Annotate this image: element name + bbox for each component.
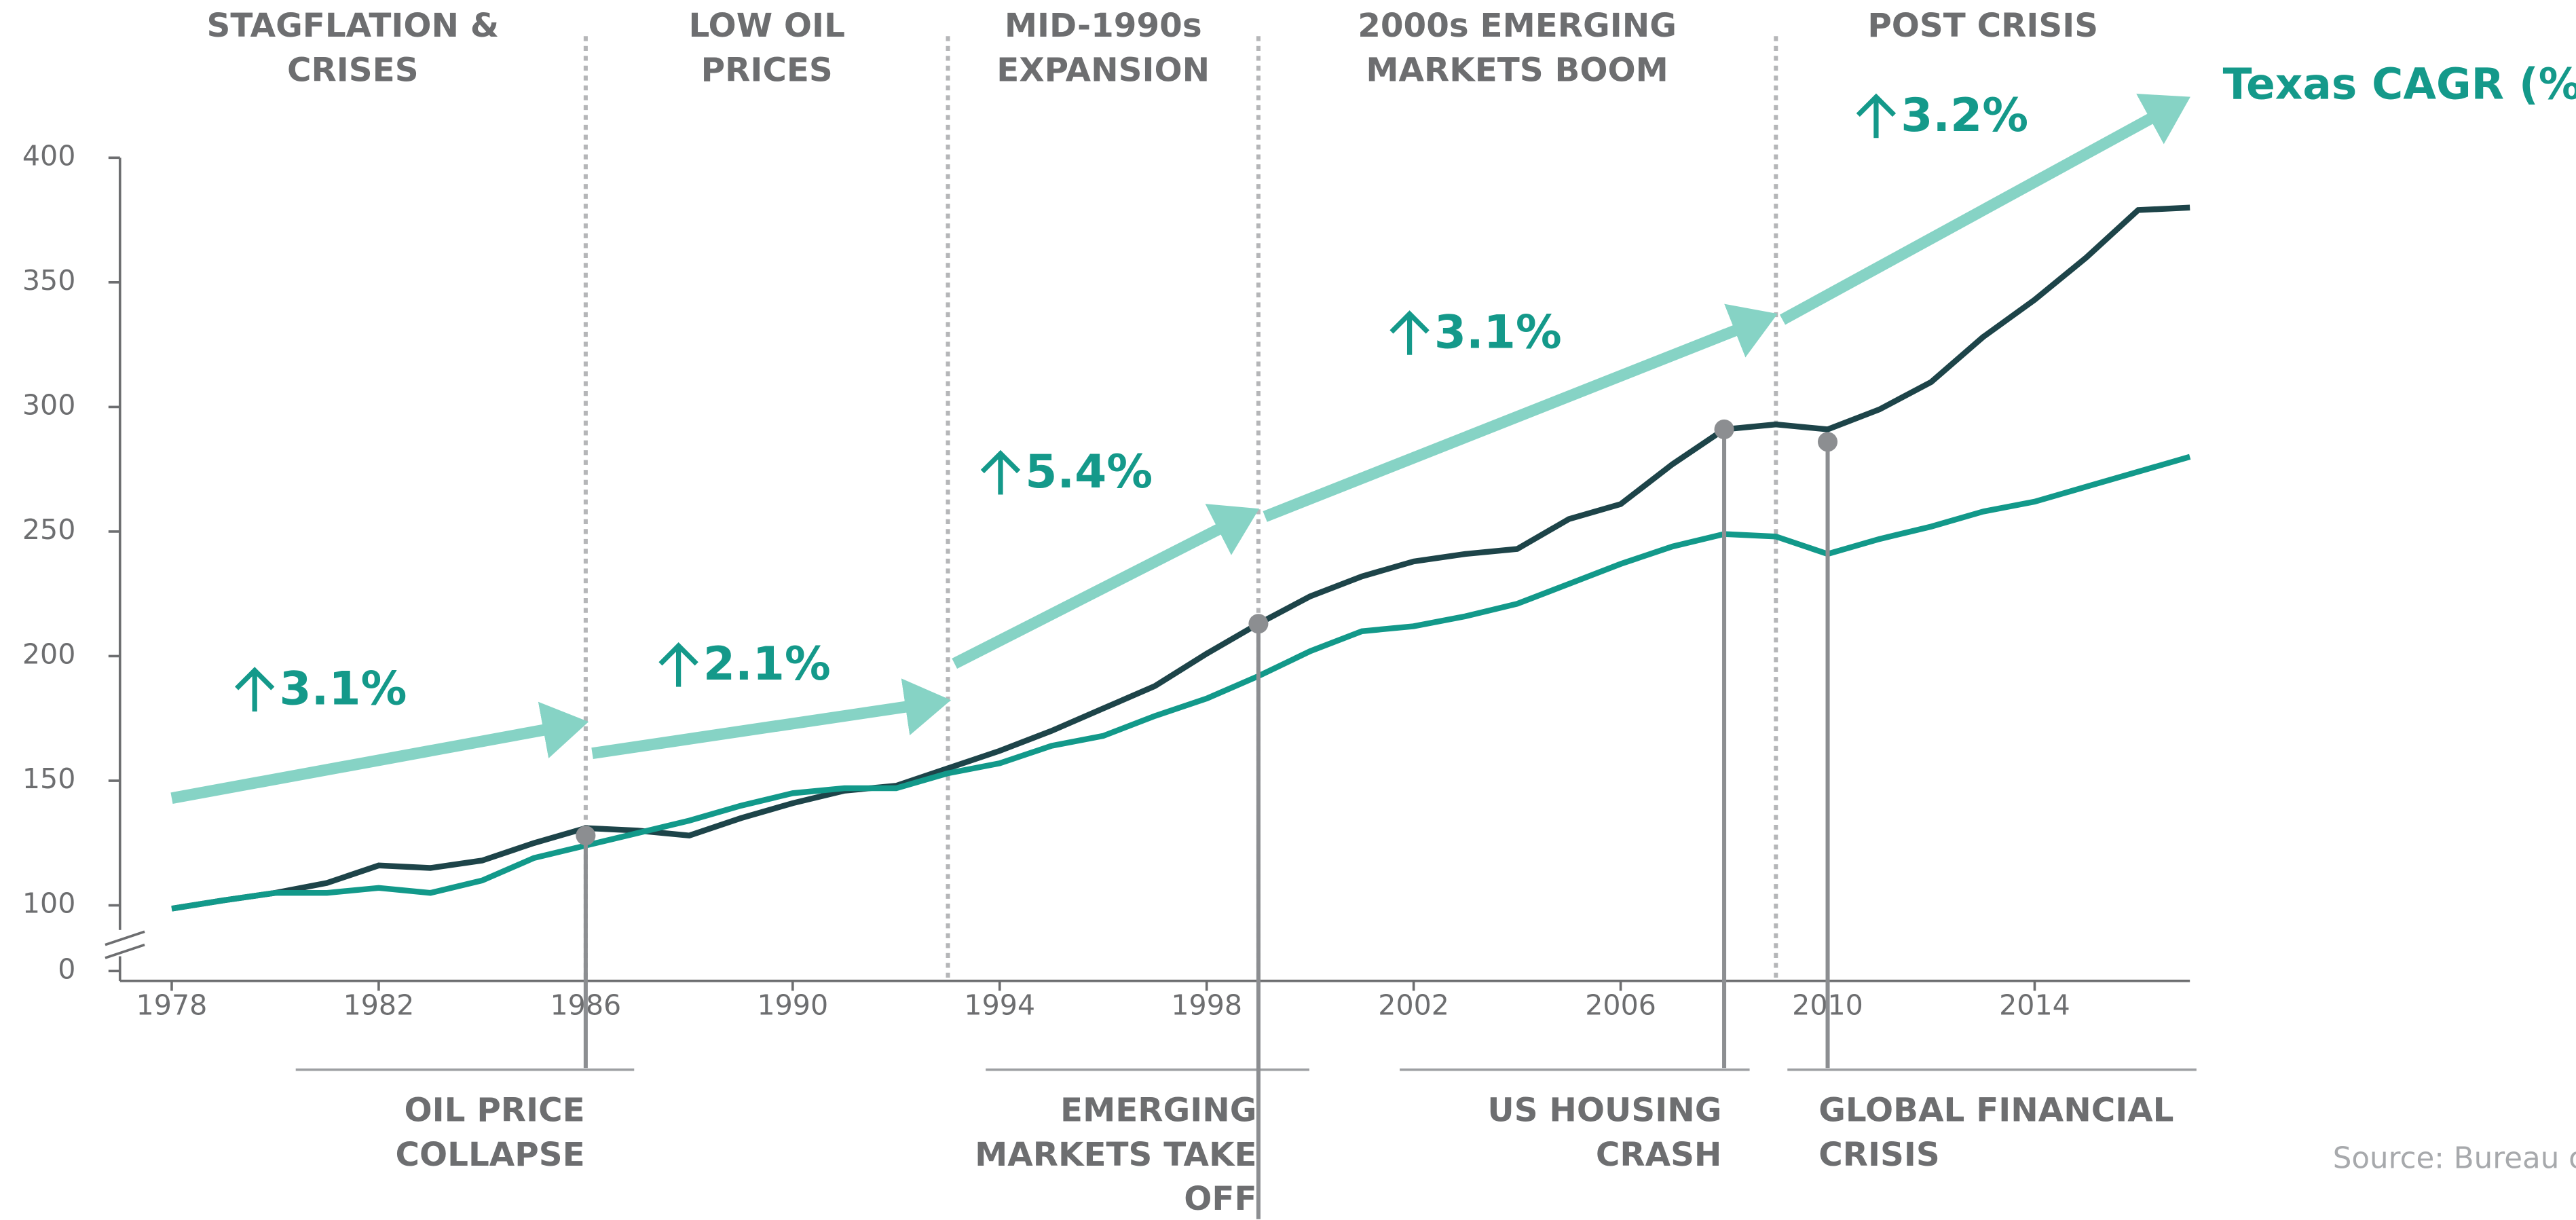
trend-arrow bbox=[591, 678, 951, 760]
axis-break bbox=[105, 943, 145, 959]
up-arrow-icon bbox=[1389, 310, 1430, 355]
up-arrow-icon bbox=[1856, 93, 1897, 138]
event-label: OFF bbox=[1184, 1180, 1256, 1218]
y-tick-label: 100 bbox=[22, 887, 75, 920]
trend-title: Texas CAGR (%) bbox=[2223, 59, 2576, 109]
y-tick-label: 350 bbox=[22, 264, 75, 297]
period-label: POST CRISIS bbox=[1867, 7, 2098, 45]
event-label: US HOUSING bbox=[1487, 1091, 1721, 1129]
x-tick-label: 1998 bbox=[1171, 989, 1242, 1022]
event-label: CRISIS bbox=[1818, 1136, 1939, 1174]
cagr-label: 3.1% bbox=[279, 661, 407, 715]
y-tick-label: 250 bbox=[22, 513, 75, 546]
y-tick-label: 200 bbox=[22, 637, 75, 670]
x-tick-label: 1990 bbox=[757, 989, 828, 1022]
trend-arrow bbox=[170, 701, 589, 805]
series-line bbox=[171, 204, 2190, 912]
x-tick-label: 1982 bbox=[343, 989, 415, 1022]
event-dot bbox=[1714, 419, 1734, 439]
trend-arrow bbox=[952, 504, 1260, 669]
event-dot bbox=[576, 826, 596, 846]
event-label: CRASH bbox=[1596, 1136, 1722, 1174]
y-tick-label: 150 bbox=[22, 762, 75, 795]
y-tick-label: 300 bbox=[22, 388, 75, 421]
axis-break bbox=[105, 930, 145, 946]
cagr-label: 3.1% bbox=[1434, 305, 1562, 358]
trend-arrow bbox=[1263, 303, 1778, 522]
x-tick-label: 1978 bbox=[136, 989, 208, 1022]
source: Source: Bureau o bbox=[2333, 1142, 2576, 1176]
up-arrow-icon bbox=[235, 667, 275, 711]
event-dot bbox=[1818, 432, 1838, 452]
cagr-label: 2.1% bbox=[703, 637, 831, 690]
series-line bbox=[171, 454, 2191, 912]
up-arrow-icon bbox=[658, 642, 698, 687]
period-label: CRISES bbox=[287, 51, 419, 89]
cagr-label: 5.4% bbox=[1025, 445, 1153, 498]
trend-arrow bbox=[1779, 94, 2190, 325]
x-tick-label: 2014 bbox=[1999, 989, 2070, 1022]
event-dot bbox=[1248, 614, 1269, 634]
event-label: EMERGING bbox=[1060, 1091, 1256, 1129]
period-label: EXPANSION bbox=[996, 51, 1210, 89]
period-label: STAGFLATION & bbox=[207, 7, 500, 45]
y-tick-label: 400 bbox=[22, 139, 75, 172]
y-tick-label: 0 bbox=[58, 953, 75, 985]
event-label: OIL PRICE bbox=[405, 1091, 585, 1129]
event-label: MARKETS TAKE bbox=[975, 1136, 1256, 1174]
period-label: LOW OIL bbox=[688, 7, 844, 45]
x-tick-label: 2006 bbox=[1585, 989, 1656, 1022]
up-arrow-icon bbox=[980, 449, 1021, 495]
period-label: MID-1990s bbox=[1005, 7, 1202, 45]
period-label: PRICES bbox=[701, 51, 833, 89]
x-tick-label: 2002 bbox=[1378, 989, 1449, 1022]
event-label: GLOBAL FINANCIAL bbox=[1818, 1091, 2173, 1129]
cagr-label: 3.2% bbox=[1901, 88, 2028, 142]
event-label: COLLAPSE bbox=[395, 1136, 584, 1174]
period-label: MARKETS BOOM bbox=[1366, 51, 1668, 89]
period-label: 2000s EMERGING bbox=[1358, 7, 1677, 45]
x-tick-label: 1994 bbox=[964, 989, 1035, 1022]
